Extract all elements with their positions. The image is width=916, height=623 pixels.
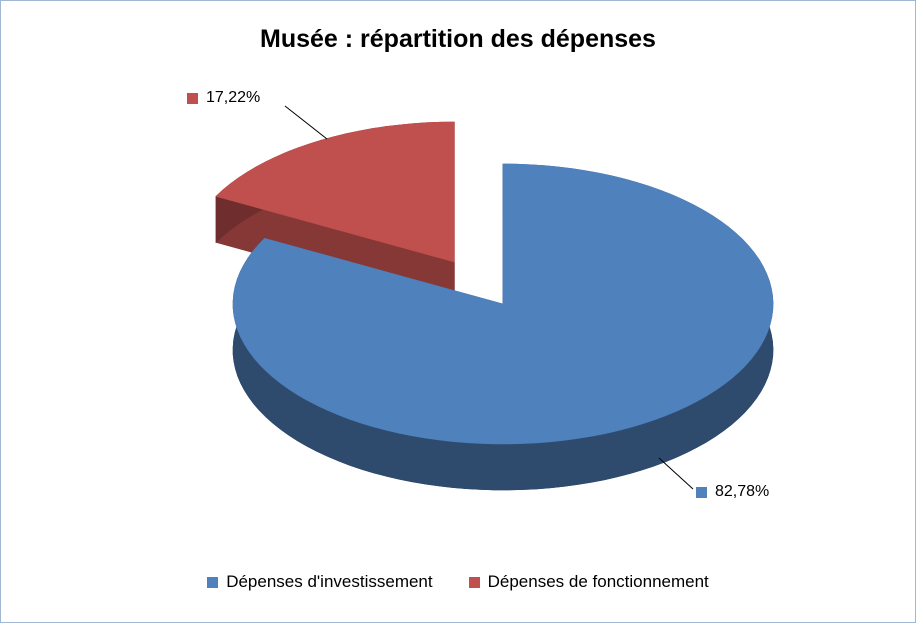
legend-item-investissement: Dépenses d'investissement [207, 572, 433, 592]
chart-legend: Dépenses d'investissement Dépenses de fo… [1, 572, 915, 592]
data-label-value: 82,78% [715, 483, 770, 500]
legend-red-square-icon [468, 576, 480, 588]
label-leader-line [658, 457, 694, 490]
red-square-marker [187, 92, 198, 104]
data-label-value: 17,22% [206, 89, 261, 106]
chart-title: Musée : répartition des dépenses [260, 25, 656, 53]
legend-blue-square-icon [207, 576, 219, 588]
legend-label: Dépenses d'investissement [226, 572, 433, 591]
label-leader-line [284, 105, 328, 140]
data-label-fonctionnement: 17,22% [187, 89, 260, 107]
pie-slice-surface [215, 121, 455, 263]
legend-label: Dépenses de fonctionnement [487, 572, 709, 591]
legend-item-fonctionnement: Dépenses de fonctionnement [468, 572, 709, 592]
data-label-investissement: 82,78% [696, 483, 769, 501]
blue-square-marker [696, 486, 707, 498]
pie-slice-surface [232, 163, 774, 445]
